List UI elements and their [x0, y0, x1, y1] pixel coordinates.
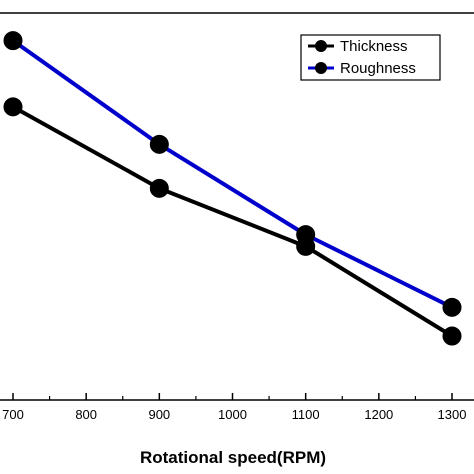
plot-frame [0, 12, 474, 401]
point-roughness-1100 [296, 225, 316, 245]
point-roughness-700 [3, 31, 23, 51]
x-tick-label-1300: 1300 [438, 407, 467, 422]
x-tick-labels: 700 800 900 1000 1100 1200 1300 [2, 407, 466, 422]
x-tick-label-1000: 1000 [218, 407, 247, 422]
point-roughness-900 [149, 134, 169, 154]
x-tick-label-800: 800 [75, 407, 97, 422]
legend-label-thickness: Thickness [340, 38, 408, 55]
point-thickness-700 [3, 97, 23, 117]
series-line-thickness [12, 105, 454, 338]
series-roughness [3, 31, 462, 317]
x-tick-label-700: 700 [2, 407, 24, 422]
x-ticks [12, 393, 453, 400]
x-tick-label-1100: 1100 [292, 407, 320, 422]
point-thickness-900 [149, 178, 169, 198]
x-tick-label-900: 900 [148, 407, 170, 422]
x-tick-label-1200: 1200 [364, 407, 393, 422]
series-line-roughness [11, 39, 453, 310]
legend-label-roughness: Roughness [340, 60, 416, 77]
x-axis-title: Rotational speed(RPM) [140, 448, 326, 467]
series-thickness [3, 97, 462, 346]
legend: Thickness Roughness [300, 34, 441, 81]
legend-marker-thickness [315, 40, 327, 52]
point-roughness-1300 [442, 297, 462, 317]
legend-marker-roughness [315, 62, 327, 74]
point-thickness-1300 [442, 326, 462, 346]
series-layer [3, 31, 462, 346]
